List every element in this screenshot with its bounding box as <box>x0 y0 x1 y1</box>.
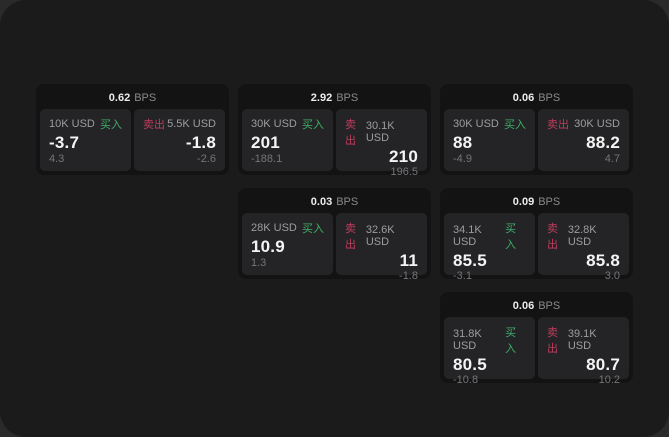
buy-delta: -10.8 <box>453 374 479 386</box>
buy-panel[interactable]: 31.8K USD 买入 80.5 -10.8 <box>444 317 535 386</box>
buy-side-label: 买入 <box>505 223 517 251</box>
sell-amount: 39.1K USD <box>567 328 597 352</box>
buy-side-label: 买入 <box>504 119 526 131</box>
sell-delta: 10.2 <box>598 374 620 386</box>
sell-price: 80.7 <box>586 355 620 374</box>
buy-panel[interactable]: 30K USD 买入 201 -188.1 <box>242 109 333 171</box>
spread-header: 0.03 BPS <box>242 192 427 213</box>
sell-amount: 30.1K USD <box>365 120 395 144</box>
spread-value: 0.06 <box>512 92 535 104</box>
sell-panel[interactable]: 卖出 32.8K USD 85.8 3.0 <box>538 213 629 282</box>
buy-delta: 1.3 <box>251 257 267 269</box>
buy-amount: 34.1K USD <box>453 224 482 248</box>
spread-value: 0.09 <box>512 196 535 208</box>
buy-price: 85.5 <box>453 251 487 270</box>
buy-side-label: 买入 <box>505 327 517 355</box>
sell-price: 210 <box>389 147 418 166</box>
sell-side-label: 卖出 <box>547 327 558 355</box>
buy-price: -3.7 <box>49 132 80 152</box>
sell-price: 85.8 <box>586 251 620 270</box>
sell-panel[interactable]: 卖出 5.5K USD -1.8 -2.6 <box>134 109 225 171</box>
sell-delta: -2.6 <box>197 153 216 165</box>
bps-unit-label: BPS <box>134 92 157 104</box>
bps-unit-label: BPS <box>538 92 561 104</box>
buy-price: 201 <box>251 132 280 152</box>
sell-panel[interactable]: 卖出 39.1K USD 80.7 10.2 <box>538 317 629 386</box>
bps-unit-label: BPS <box>336 92 359 104</box>
bps-unit-label: BPS <box>538 300 561 312</box>
buy-side-label: 买入 <box>302 119 324 131</box>
buy-amount: 31.8K USD <box>453 328 482 352</box>
spread-header: 0.62 BPS <box>40 88 225 109</box>
price-tile: 0.03 BPS 28K USD 买入 10.9 1.3 卖出 32.6K US… <box>238 188 431 282</box>
buy-price: 88 <box>453 132 473 152</box>
sell-amount: 32.8K USD <box>567 224 597 248</box>
buy-delta: -188.1 <box>251 153 283 165</box>
sell-side-label: 卖出 <box>143 119 165 131</box>
buy-panel[interactable]: 10K USD 买入 -3.7 4.3 <box>40 109 131 171</box>
spread-value: 0.62 <box>108 92 131 104</box>
buy-side-label: 买入 <box>302 223 324 235</box>
sell-price: -1.8 <box>185 132 216 152</box>
sell-side-label: 卖出 <box>547 119 569 131</box>
spread-value: 0.06 <box>512 300 535 312</box>
sell-panel[interactable]: 卖出 30.1K USD 210 196.5 <box>336 109 427 178</box>
price-tile: 2.92 BPS 30K USD 买入 201 -188.1 卖出 30.1K … <box>238 84 431 178</box>
buy-panel[interactable]: 28K USD 买入 10.9 1.3 <box>242 213 333 275</box>
sell-price: 88.2 <box>586 132 620 152</box>
sell-amount: 5.5K USD <box>167 118 216 130</box>
sell-delta: 4.7 <box>604 153 620 165</box>
buy-delta: -3.1 <box>453 270 472 282</box>
sell-amount: 30K USD <box>574 118 620 130</box>
spread-header: 0.06 BPS <box>444 88 629 109</box>
buy-amount: 10K USD <box>49 118 95 130</box>
sell-side-label: 卖出 <box>345 119 356 147</box>
price-tile: 0.06 BPS 30K USD 买入 88 -4.9 卖出 30K USD 8… <box>440 84 633 175</box>
buy-amount: 30K USD <box>453 118 499 130</box>
sell-panel[interactable]: 卖出 32.6K USD 11 -1.8 <box>336 213 427 282</box>
buy-side-label: 买入 <box>100 119 122 131</box>
buy-price: 10.9 <box>251 236 285 256</box>
sell-price: 11 <box>399 251 418 270</box>
spread-value: 0.03 <box>310 196 333 208</box>
spread-header: 2.92 BPS <box>242 88 427 109</box>
spread-header: 0.09 BPS <box>444 192 629 213</box>
sell-side-label: 卖出 <box>547 223 558 251</box>
sell-amount: 32.6K USD <box>365 224 395 248</box>
buy-panel[interactable]: 34.1K USD 买入 85.5 -3.1 <box>444 213 535 282</box>
buy-price: 80.5 <box>453 355 487 374</box>
bps-unit-label: BPS <box>538 196 561 208</box>
sell-delta: -1.8 <box>399 270 418 282</box>
sell-side-label: 卖出 <box>345 223 356 251</box>
price-tile: 0.62 BPS 10K USD 买入 -3.7 4.3 卖出 5.5K USD… <box>36 84 229 175</box>
bps-unit-label: BPS <box>336 196 359 208</box>
sell-delta: 196.5 <box>390 166 418 178</box>
spread-value: 2.92 <box>310 92 333 104</box>
buy-amount: 30K USD <box>251 118 297 130</box>
buy-amount: 28K USD <box>251 222 297 234</box>
buy-delta: 4.3 <box>49 153 65 165</box>
buy-delta: -4.9 <box>453 153 472 165</box>
sell-panel[interactable]: 卖出 30K USD 88.2 4.7 <box>538 109 629 171</box>
price-tile: 0.06 BPS 31.8K USD 买入 80.5 -10.8 卖出 39.1… <box>440 292 633 386</box>
buy-panel[interactable]: 30K USD 买入 88 -4.9 <box>444 109 535 171</box>
price-tile: 0.09 BPS 34.1K USD 买入 85.5 -3.1 卖出 32.8K… <box>440 188 633 282</box>
spread-header: 0.06 BPS <box>444 296 629 317</box>
sell-delta: 3.0 <box>604 270 620 282</box>
